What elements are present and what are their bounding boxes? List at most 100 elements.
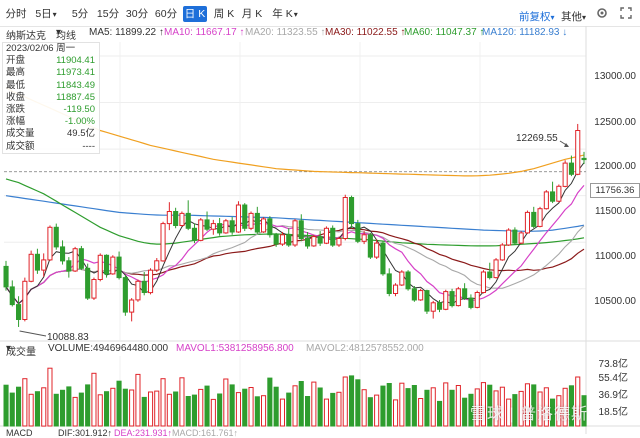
candle-body — [367, 234, 373, 258]
volume-bar — [562, 387, 568, 427]
candle-body — [437, 302, 443, 310]
price-tick: 11500.00 — [595, 206, 636, 217]
tab-15min[interactable]: 15分 — [96, 8, 120, 20]
volume-bar — [380, 385, 386, 427]
volume-bar — [524, 383, 531, 427]
volume-bar — [235, 392, 241, 427]
candle-body — [506, 229, 512, 246]
candle-body — [129, 299, 135, 313]
volume-bar — [336, 391, 342, 427]
volume-bar — [47, 367, 53, 427]
candle-body — [141, 280, 147, 293]
mavol2-value: MAVOL2:4812578552.000 — [306, 343, 424, 354]
watermark: 雪球 | 普洛德斯 — [470, 406, 589, 423]
volume-bar — [305, 396, 311, 427]
volume-bar — [116, 380, 122, 427]
candle-body — [160, 223, 166, 262]
volume-bar — [97, 394, 103, 427]
volume-bar — [141, 396, 147, 427]
candle-body — [550, 191, 556, 202]
candle-body — [468, 297, 474, 308]
volume-bar — [311, 381, 317, 427]
volume-bar — [267, 377, 273, 427]
volume-bar — [393, 399, 399, 427]
volume-tick: 73.8亿 — [598, 359, 628, 370]
volume-bar — [298, 381, 304, 427]
volume-bar — [355, 379, 361, 427]
info-row-label: 开盘 — [6, 55, 26, 67]
candle-body — [267, 218, 273, 236]
candle-body — [204, 219, 210, 230]
candle-body — [173, 211, 179, 226]
tab-5day[interactable]: 5日▾ — [34, 6, 58, 22]
candle-body — [9, 286, 15, 306]
info-row-value: 11887.45 — [56, 91, 95, 103]
volume-bar — [135, 373, 141, 427]
volume-bar — [3, 384, 9, 427]
volume-bar — [317, 387, 323, 427]
candle-body — [198, 219, 204, 241]
volume-bar — [480, 382, 486, 427]
candle-body — [575, 130, 581, 175]
tab-daily-k[interactable]: 日 K — [183, 6, 207, 22]
volume-bar — [72, 396, 78, 427]
volume-bar — [455, 385, 461, 427]
candle-body — [317, 236, 323, 244]
info-row: 最低 11843.49 — [3, 80, 99, 92]
price-tick: 13000.00 — [594, 71, 636, 82]
candle-body — [154, 260, 160, 271]
settings-icon[interactable] — [596, 7, 608, 19]
period-toolbar: 分时 5日▾ 5分 15分 30分 60分 日 K 周 K 月 K 年 K▾ 前… — [0, 0, 640, 27]
info-row-label: 成交量 — [6, 128, 35, 140]
other-dropdown[interactable]: 其他▾ — [561, 9, 586, 24]
volume-bar — [173, 391, 179, 427]
candle-body — [298, 220, 304, 240]
info-row-label: 最高 — [6, 67, 26, 79]
tab-60min[interactable]: 60分 — [154, 8, 178, 20]
candle-body — [3, 265, 9, 288]
tab-yearly-k[interactable]: 年 K▾ — [268, 6, 302, 22]
volume-bar — [154, 390, 160, 427]
volume-bars — [3, 367, 587, 427]
info-row-value: 11843.49 — [56, 79, 95, 91]
macd-label: MACD — [6, 428, 33, 438]
tab-5min[interactable]: 5分 — [71, 8, 89, 20]
candle-body — [191, 227, 197, 241]
volume-bar — [198, 388, 204, 427]
candle-body — [556, 185, 562, 202]
volume-bar — [110, 387, 116, 427]
adjust-dropdown[interactable]: 前复权▾ — [519, 9, 555, 24]
tab-intraday[interactable]: 分时 — [5, 8, 27, 20]
candle-body — [91, 279, 97, 299]
chevron-down-icon: ▾ — [550, 13, 555, 22]
info-row-label: 成交额 — [6, 140, 35, 152]
volume-bar — [411, 385, 417, 427]
tab-monthly-k[interactable]: 月 K — [241, 8, 263, 20]
candle-body — [185, 212, 191, 229]
volume-legend: 成交量 ▾ VOLUME:4946964480.000 MAVOL1:53812… — [0, 343, 640, 358]
candle-body — [568, 162, 575, 175]
tab-30min[interactable]: 30分 — [125, 8, 149, 20]
price-tick: 11000.00 — [595, 251, 636, 262]
volume-bar — [60, 389, 66, 427]
candle-body — [424, 290, 430, 312]
candle-body — [97, 254, 103, 281]
candle-body — [518, 232, 524, 244]
volume-bar — [512, 394, 518, 427]
candle-body — [311, 236, 317, 247]
volume-bar — [499, 386, 505, 427]
candle-body — [305, 238, 311, 247]
candle-body — [493, 259, 499, 279]
volume-bar — [405, 388, 411, 427]
fullscreen-icon[interactable] — [620, 7, 632, 19]
annotations — [19, 140, 569, 337]
candle-body — [292, 220, 298, 246]
info-date: 2023/02/06 周一 — [6, 43, 76, 54]
volume-bar — [248, 387, 254, 427]
tab-weekly-k[interactable]: 周 K — [213, 8, 235, 20]
candle-body — [110, 256, 116, 275]
ma120-label: MA120: 11182.93 ↓ — [482, 27, 568, 38]
volume-bar — [129, 389, 135, 427]
ma120-line — [5, 195, 585, 233]
